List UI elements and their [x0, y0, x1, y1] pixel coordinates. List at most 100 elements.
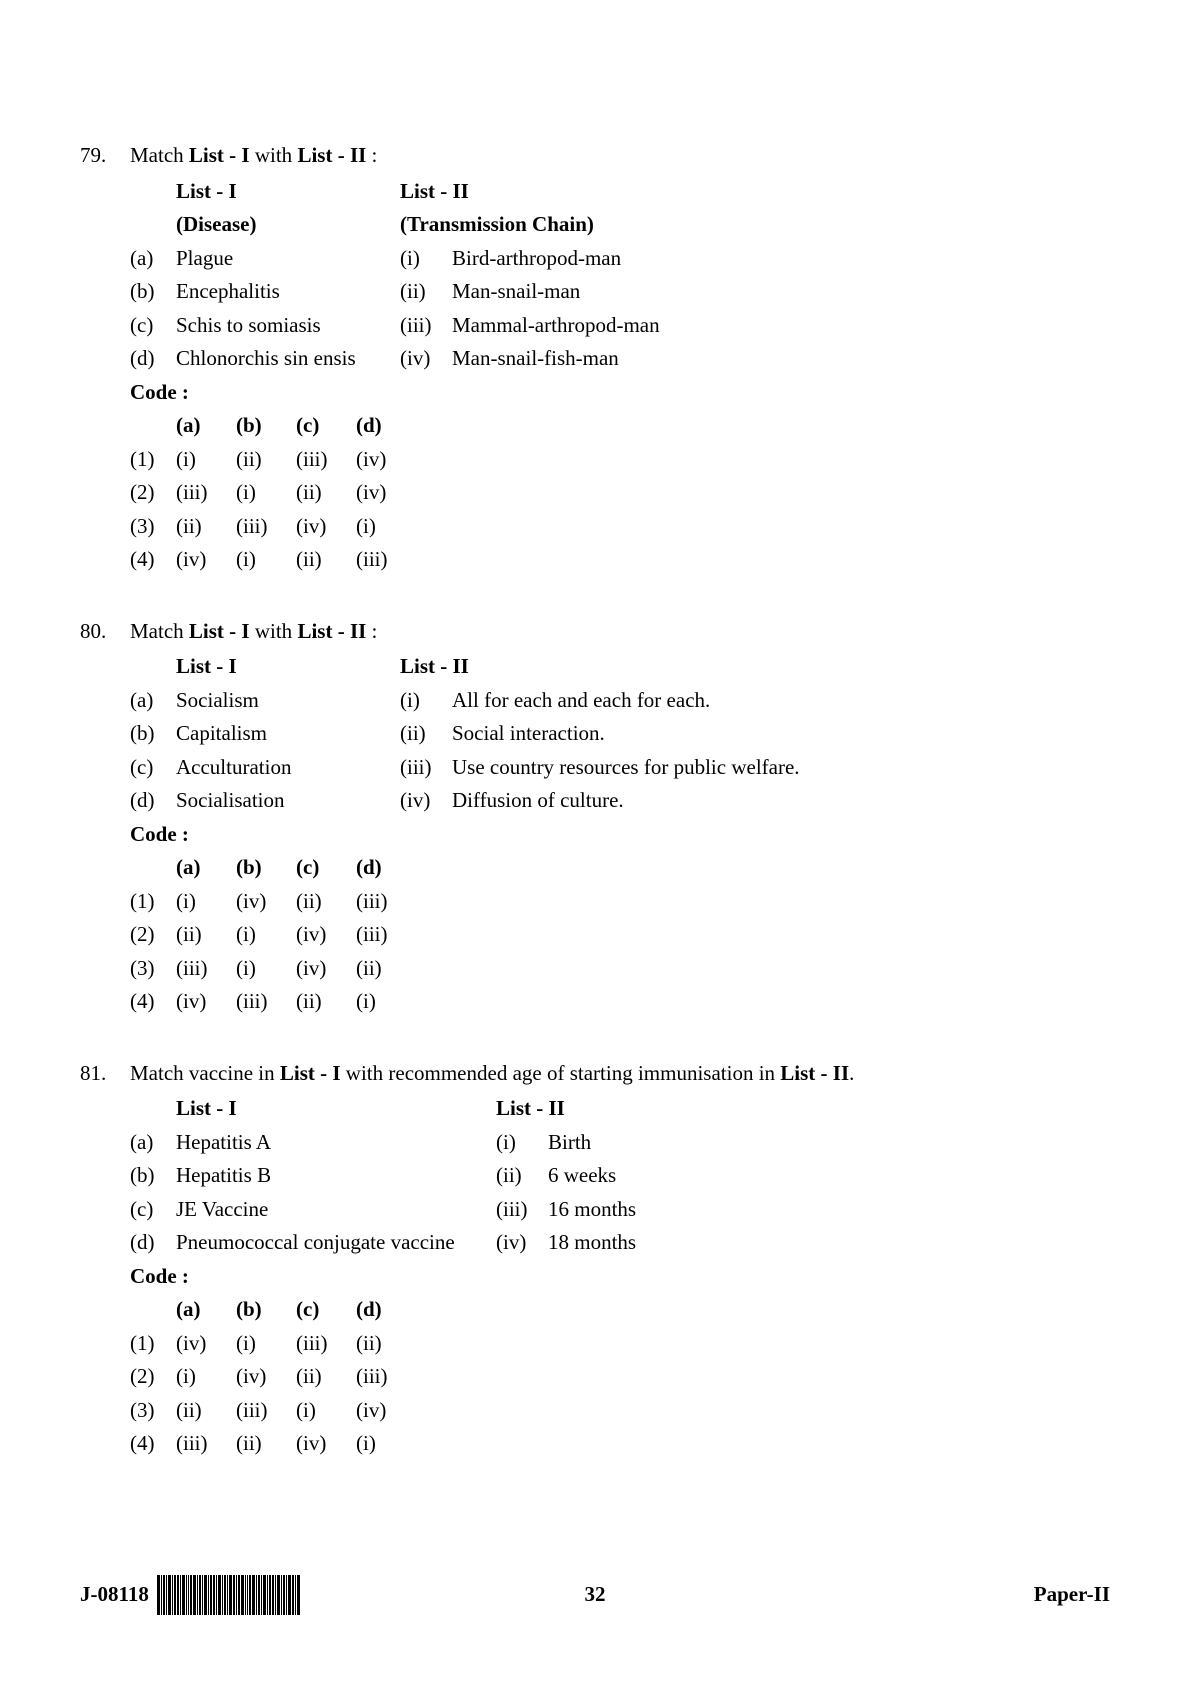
list2-text: Social interaction.	[452, 718, 1110, 750]
code-row: (4) (iv)(i)(ii)(iii)	[130, 544, 1110, 576]
code-row: (4) (iv)(iii)(ii)(i)	[130, 986, 1110, 1018]
list2-label: (iv)	[496, 1227, 548, 1259]
code-cell: (iv)	[356, 477, 416, 509]
list1-label: (b)	[130, 1160, 176, 1192]
code-cell: (ii)	[296, 986, 356, 1018]
question-number: 81.	[80, 1058, 130, 1090]
code-option-label: (3)	[130, 511, 176, 543]
code-cell: (iv)	[296, 1428, 356, 1460]
list2-label: (iii)	[496, 1194, 548, 1226]
question-2: 81. Match vaccine in List - I with recom…	[80, 1058, 1110, 1462]
code-row: (2) (ii)(i)(iv)(iii)	[130, 919, 1110, 951]
question-body: Match List - I with List - II : List - I…	[130, 616, 1110, 1020]
code-option-label: (3)	[130, 1395, 176, 1427]
list-headers: List - I List - II	[130, 651, 1110, 683]
code-cell: (iii)	[356, 1361, 416, 1393]
code-cell: (ii)	[296, 544, 356, 576]
code-cell: (ii)	[176, 511, 236, 543]
footer-left: J-08118	[80, 1575, 300, 1615]
code-row: (3) (ii)(iii)(iv)(i)	[130, 511, 1110, 543]
list2-label: (iii)	[400, 310, 452, 342]
code-cell: (ii)	[296, 1361, 356, 1393]
list-row: (d) Socialisation (iv) Diffusion of cult…	[130, 785, 1110, 817]
paper-label: Paper-II	[1034, 1579, 1110, 1611]
code-cell: (iv)	[176, 1328, 236, 1360]
list1-text: Schis to somiasis	[176, 310, 400, 342]
list2-text: Man-snail-fish-man	[452, 343, 1110, 375]
code-cell: (i)	[356, 986, 416, 1018]
list1-text: Capitalism	[176, 718, 400, 750]
code-cell: (iii)	[236, 1395, 296, 1427]
code-header-cell: (b)	[236, 852, 296, 884]
exam-code: J-08118	[80, 1579, 149, 1611]
list-row: (c) Acculturation (iii) Use country reso…	[130, 752, 1110, 784]
list-row: (a) Plague (i) Bird-arthropod-man	[130, 243, 1110, 275]
list-row: (a) Socialism (i) All for each and each …	[130, 685, 1110, 717]
code-option-label: (4)	[130, 1428, 176, 1460]
code-cell: (i)	[296, 1395, 356, 1427]
code-cell: (i)	[356, 1428, 416, 1460]
list-headers: List - I List - II	[130, 176, 1110, 208]
list1-text: Pneumococcal conjugate vaccine	[176, 1227, 496, 1259]
list-row: (a) Hepatitis A (i) Birth	[130, 1127, 1110, 1159]
list-row: (b) Capitalism (ii) Social interaction.	[130, 718, 1110, 750]
code-row: (2) (i)(iv)(ii)(iii)	[130, 1361, 1110, 1393]
code-option-label: (3)	[130, 953, 176, 985]
list1-text: Plague	[176, 243, 400, 275]
list2-text: 6 weeks	[548, 1160, 1110, 1192]
list1-subheader: (Disease)	[130, 209, 400, 241]
list2-header: List - II	[400, 176, 469, 208]
code-cell: (ii)	[176, 1395, 236, 1427]
list2-header: List - II	[496, 1093, 565, 1125]
list1-text: Acculturation	[176, 752, 400, 784]
code-cell: (iv)	[296, 919, 356, 951]
list2-text: Man-snail-man	[452, 276, 1110, 308]
list1-header: List - I	[130, 176, 400, 208]
list2-text: Bird-arthropod-man	[452, 243, 1110, 275]
code-cell: (iv)	[176, 986, 236, 1018]
page-number: 32	[585, 1579, 606, 1611]
question-row: 79. Match List - I with List - II : List…	[80, 140, 1110, 578]
code-header-cell: (a)	[176, 410, 236, 442]
code-option-label: (1)	[130, 444, 176, 476]
question-text: Match List - I with List - II :	[130, 140, 1110, 172]
list2-label: (iv)	[400, 343, 452, 375]
code-cell: (iv)	[296, 511, 356, 543]
code-cell: (iv)	[356, 1395, 416, 1427]
list-headers: List - I List - II	[130, 1093, 1110, 1125]
code-cell: (iii)	[236, 986, 296, 1018]
code-cell: (i)	[236, 919, 296, 951]
code-row: (1) (iv)(i)(iii)(ii)	[130, 1328, 1110, 1360]
question-body: Match List - I with List - II : List - I…	[130, 140, 1110, 578]
list2-text: Diffusion of culture.	[452, 785, 1110, 817]
code-option-label: (2)	[130, 1361, 176, 1393]
list1-label: (d)	[130, 343, 176, 375]
code-cell: (iv)	[236, 886, 296, 918]
list2-text: 16 months	[548, 1194, 1110, 1226]
code-cell: (ii)	[176, 919, 236, 951]
code-row: (3) (iii)(i)(iv)(ii)	[130, 953, 1110, 985]
code-cell: (i)	[236, 544, 296, 576]
list2-label: (iii)	[400, 752, 452, 784]
code-cell: (i)	[236, 953, 296, 985]
list-subheaders: (Disease) (Transmission Chain)	[130, 209, 1110, 241]
code-lead-blank	[130, 410, 176, 442]
list2-text: All for each and each for each.	[452, 685, 1110, 717]
code-cell: (iii)	[176, 1428, 236, 1460]
list1-label: (c)	[130, 1194, 176, 1226]
question-number: 80.	[80, 616, 130, 648]
code-cell: (iii)	[356, 544, 416, 576]
code-cell: (iv)	[356, 444, 416, 476]
code-label: Code :	[130, 377, 1110, 409]
list2-text: 18 months	[548, 1227, 1110, 1259]
list1-text: Chlonorchis sin ensis	[176, 343, 400, 375]
code-cell: (iii)	[236, 511, 296, 543]
code-option-label: (1)	[130, 886, 176, 918]
code-row: (1) (i)(iv)(ii)(iii)	[130, 886, 1110, 918]
code-cell: (ii)	[236, 444, 296, 476]
list-row: (c) JE Vaccine (iii) 16 months	[130, 1194, 1110, 1226]
code-row: (4) (iii)(ii)(iv)(i)	[130, 1428, 1110, 1460]
code-table: (a)(b)(c)(d) (1) (iv)(i)(iii)(ii) (2) (i…	[130, 1294, 1110, 1462]
code-option-label: (2)	[130, 919, 176, 951]
list1-text: JE Vaccine	[176, 1194, 496, 1226]
